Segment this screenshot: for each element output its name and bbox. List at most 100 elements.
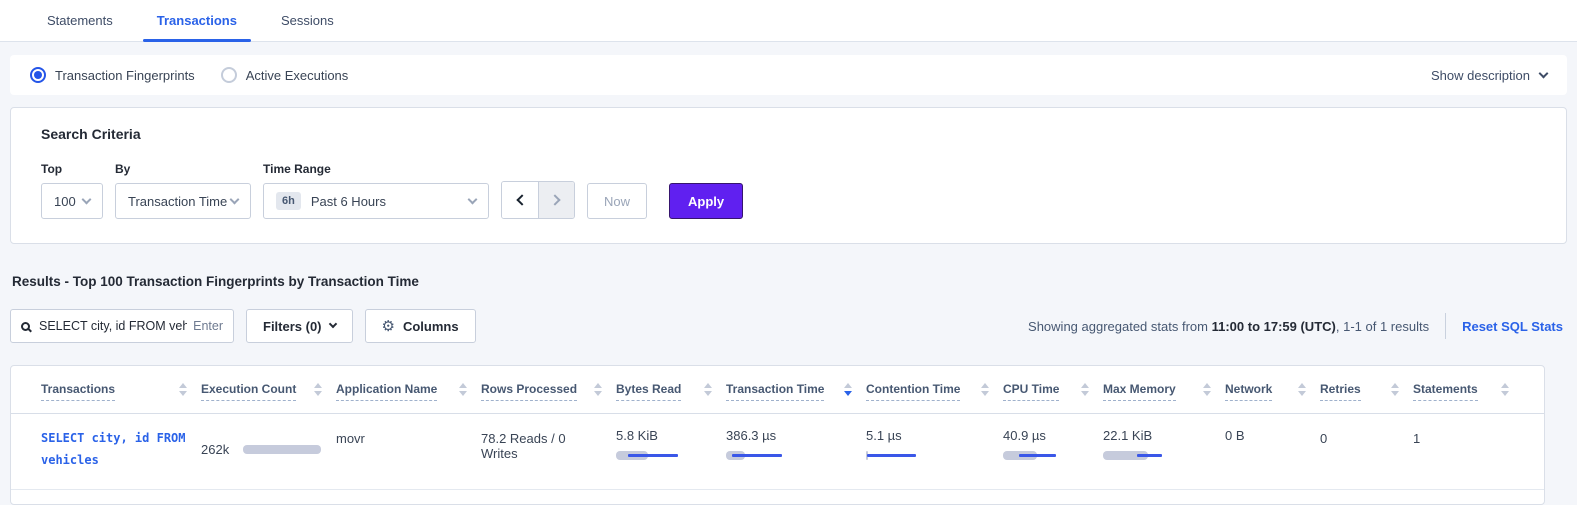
chevron-down-icon — [229, 194, 240, 204]
tab-sessions[interactable]: Sessions — [280, 13, 334, 28]
radio-active-executions[interactable]: Active Executions — [220, 67, 349, 83]
bytes-read-value: 5.8 KiB — [616, 428, 658, 443]
columns-button[interactable]: ⚙ Columns — [364, 309, 476, 343]
sort-icon[interactable] — [459, 383, 467, 396]
query-search-box[interactable]: Enter — [10, 309, 234, 343]
columns-label: Columns — [402, 318, 459, 334]
table-header-row: Transactions Execution Count Application… — [11, 366, 1544, 414]
apply-button[interactable]: Apply — [669, 183, 744, 219]
statements-value: 1 — [1413, 431, 1421, 446]
radio-selected-icon — [30, 67, 46, 83]
transaction-time-bar — [726, 451, 788, 461]
header-transactions[interactable]: Transactions — [41, 382, 201, 413]
sort-icon[interactable] — [844, 383, 852, 396]
next-window-button[interactable] — [538, 182, 574, 218]
by-field: By Transaction Time — [115, 162, 251, 219]
sort-icon[interactable] — [179, 383, 187, 396]
radio-transaction-fingerprints[interactable]: Transaction Fingerprints — [30, 67, 195, 83]
results-heading: Results - Top 100 Transaction Fingerprin… — [12, 274, 419, 289]
results-controls: Enter Filters (0) ⚙ Columns Showing aggr… — [10, 309, 1567, 343]
reset-sql-stats-link[interactable]: Reset SQL Stats — [1462, 318, 1563, 334]
aggregated-stats-text: Showing aggregated stats from 11:00 to 1… — [1028, 318, 1430, 334]
search-criteria-title: Search Criteria — [41, 126, 141, 142]
sort-icon[interactable] — [1298, 383, 1306, 396]
time-window-arrows — [501, 181, 575, 219]
top-label: Top — [41, 162, 63, 176]
header-cpu-time[interactable]: CPU Time — [1003, 382, 1103, 413]
sort-icon[interactable] — [1081, 383, 1089, 396]
page-tabs: Statements Transactions Sessions — [0, 0, 1577, 42]
sort-icon[interactable] — [1203, 383, 1211, 396]
chevron-down-icon — [1538, 68, 1549, 78]
header-execution-count[interactable]: Execution Count — [201, 382, 336, 413]
stats-area: Showing aggregated stats from 11:00 to 1… — [1028, 313, 1567, 339]
sort-icon[interactable] — [594, 383, 602, 396]
top-select-value: 100 — [54, 193, 76, 209]
bytes-read-bar — [616, 451, 678, 461]
by-label: By — [115, 162, 131, 176]
search-criteria-card: Search Criteria Top 100 By Transaction T… — [10, 107, 1567, 244]
sort-icon[interactable] — [314, 383, 322, 396]
filters-label: Filters (0) — [263, 318, 322, 334]
header-contention-time[interactable]: Contention Time — [866, 382, 1003, 413]
header-rows-processed[interactable]: Rows Processed — [481, 382, 616, 413]
cpu-time-bar — [1003, 451, 1065, 461]
enter-hint: Enter — [193, 319, 223, 333]
previous-window-button[interactable] — [502, 182, 538, 218]
rows-processed-value: 78.2 Reads / 0 Writes — [481, 431, 566, 461]
filters-button[interactable]: Filters (0) — [246, 309, 353, 343]
sort-icon[interactable] — [981, 383, 989, 396]
header-network[interactable]: Network — [1225, 382, 1320, 413]
application-name-value: movr — [336, 431, 365, 446]
max-memory-bar — [1103, 451, 1165, 461]
show-description-toggle[interactable]: Show description — [1431, 67, 1549, 83]
transaction-fingerprint-link[interactable]: SELECT city, id FROM vehicles — [41, 431, 186, 467]
radio-label: Active Executions — [245, 67, 349, 83]
top-field: Top 100 — [41, 162, 103, 219]
max-memory-value: 22.1 KiB — [1103, 428, 1153, 443]
table-row: SELECT city, id FROM vehicles 262k movr … — [11, 414, 1544, 491]
search-input[interactable] — [39, 319, 188, 333]
cpu-time-value: 40.9 µs — [1003, 428, 1046, 443]
by-select-value: Transaction Time — [128, 193, 228, 209]
show-description-label: Show description — [1431, 67, 1530, 83]
chevron-down-icon — [81, 194, 92, 204]
sort-icon[interactable] — [1391, 383, 1399, 396]
view-toggle-row: Transaction Fingerprints Active Executio… — [10, 55, 1567, 95]
time-range-value: Past 6 Hours — [310, 193, 386, 209]
retries-value: 0 — [1320, 431, 1328, 446]
time-range-field: Time Range 6h Past 6 Hours — [263, 162, 489, 219]
execution-count-bar — [243, 445, 322, 455]
header-application-name[interactable]: Application Name — [336, 382, 481, 413]
header-bytes-read[interactable]: Bytes Read — [616, 382, 726, 413]
header-retries[interactable]: Retries — [1320, 382, 1413, 413]
contention-time-bar — [866, 451, 928, 461]
radio-label: Transaction Fingerprints — [55, 67, 195, 83]
time-range-badge: 6h — [276, 192, 301, 210]
header-max-memory[interactable]: Max Memory — [1103, 382, 1225, 413]
sort-icon[interactable] — [1501, 383, 1509, 396]
chevron-down-icon — [328, 319, 337, 329]
header-transaction-time[interactable]: Transaction Time — [726, 382, 866, 413]
tab-statements[interactable]: Statements — [47, 13, 113, 28]
tab-transactions[interactable]: Transactions — [135, 0, 259, 42]
radio-unselected-icon — [220, 67, 237, 83]
network-value: 0 B — [1225, 428, 1245, 443]
divider — [1445, 313, 1447, 339]
contention-time-value: 5.1 µs — [866, 428, 902, 443]
now-button[interactable]: Now — [587, 183, 648, 219]
chevron-right-icon — [549, 194, 561, 206]
by-select[interactable]: Transaction Time — [115, 183, 251, 219]
chevron-down-icon — [467, 194, 478, 204]
transactions-table: Transactions Execution Count Application… — [10, 365, 1545, 505]
search-icon — [21, 321, 30, 331]
top-select[interactable]: 100 — [41, 183, 103, 219]
time-range-label: Time Range — [263, 162, 331, 176]
transaction-time-value: 386.3 µs — [726, 428, 777, 443]
time-range-select[interactable]: 6h Past 6 Hours — [263, 183, 489, 219]
gear-icon: ⚙ — [381, 317, 395, 335]
chevron-left-icon — [515, 194, 528, 206]
header-statements[interactable]: Statements — [1413, 382, 1523, 413]
execution-count-value: 262k — [201, 442, 230, 458]
sort-icon[interactable] — [704, 383, 712, 396]
